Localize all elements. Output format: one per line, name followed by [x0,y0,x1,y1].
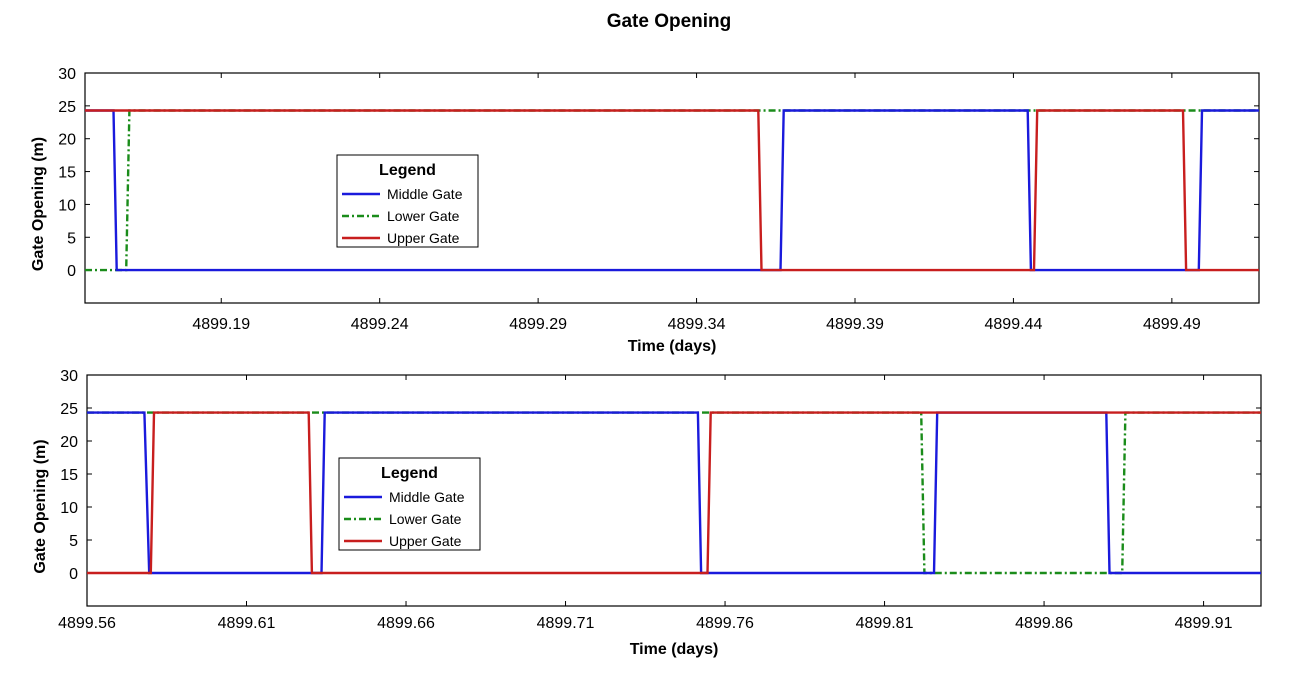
y-axis-label: Gate Opening (m) [30,137,47,271]
x-tick-label: 4899.19 [192,316,250,333]
y-tick-label: 30 [58,66,76,83]
y-tick-label: 20 [58,132,76,149]
legend: Legend Middle Gate Lower Gate Upper Gate [338,457,481,551]
x-tick-label: 4899.61 [218,615,276,632]
x-tick-label: 4899.34 [668,316,726,333]
x-tick-label: 4899.44 [985,316,1043,333]
y-tick-label: 10 [60,500,78,517]
figure-title: Gate Opening [607,11,732,32]
x-tick-label: 4899.71 [537,615,595,632]
legend-entry: Middle Gate [387,186,463,202]
y-tick-label: 20 [60,434,78,451]
legend-box [336,154,479,248]
legend-entry: Lower Gate [389,511,462,527]
y-tick-label: 5 [67,230,76,247]
x-axis-label: Time (days) [630,641,719,658]
x-tick-label: 4899.91 [1175,615,1233,632]
y-tick-label: 25 [58,99,76,116]
x-tick-label: 4899.81 [856,615,914,632]
legend-title: Legend [381,465,438,482]
plot-area [86,374,1262,607]
x-tick-label: 4899.76 [696,615,754,632]
legend-entry: Lower Gate [387,208,460,224]
series-line-middle-gate [87,411,1261,575]
legend-entry: Upper Gate [387,230,460,246]
y-tick-label: 15 [60,467,78,484]
x-tick-label: 4899.39 [826,316,884,333]
series-line-upper-gate [85,109,1259,272]
y-axis-label: Gate Opening (m) [32,439,49,573]
legend-box [338,457,481,551]
x-tick-label: 4899.66 [377,615,435,632]
legend-entry: Middle Gate [389,489,465,505]
series-line-upper-gate [87,411,1261,575]
legend-entry: Upper Gate [389,533,462,549]
x-axis-label: Time (days) [628,338,717,355]
legend-title: Legend [379,162,436,179]
x-tick-label: 4899.29 [509,316,567,333]
y-tick-label: 5 [69,533,78,550]
chart-2: 0 5 10 15 20 25 30 4899.56 4899.61 4899.66 4899.71… [32,368,1262,658]
y-tick-label: 0 [67,263,76,280]
y-tick-label: 10 [58,197,76,214]
plot-area [84,72,1260,304]
x-tick-label: 4899.24 [351,316,409,333]
y-tick-label: 25 [60,401,78,418]
series-line-middle-gate [85,109,1259,272]
legend: Legend Middle Gate Lower Gate Upper Gate [336,154,479,248]
x-tick-label: 4899.86 [1015,615,1073,632]
y-tick-label: 15 [58,165,76,182]
y-tick-label: 0 [69,566,78,583]
x-tick-label: 4899.56 [58,615,116,632]
x-tick-label: 4899.49 [1143,316,1201,333]
y-tick-label: 30 [60,368,78,385]
chart-1: 0 5 10 15 20 25 30 4899.19 4899.24 4899.29 4899.34… [30,66,1260,355]
